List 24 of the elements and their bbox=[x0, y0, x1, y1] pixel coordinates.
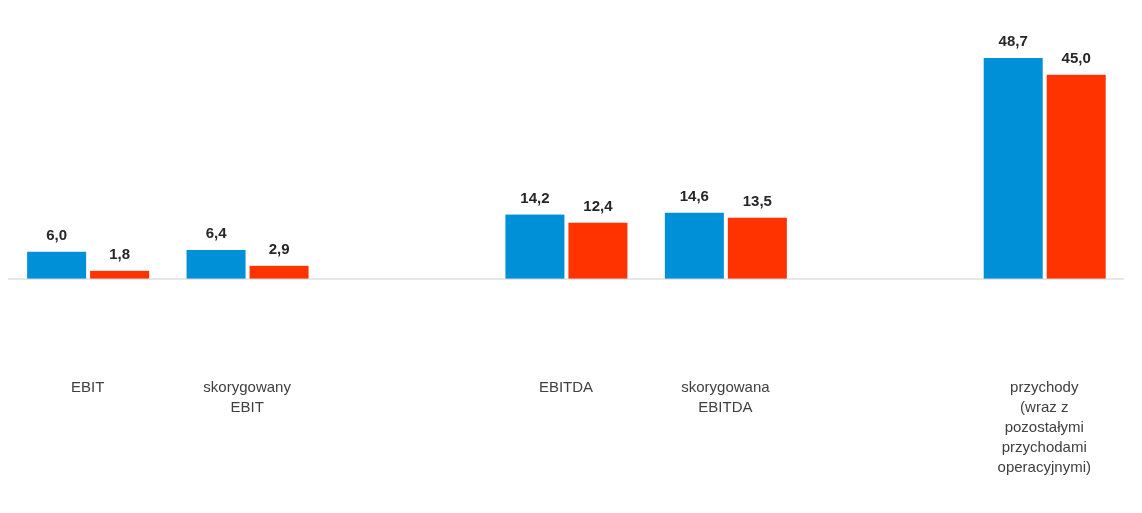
x-tick-label: przychody (wraz z pozostałymi przychodami operacyjnymi) bbox=[997, 378, 1091, 475]
data-label: 13,5 bbox=[742, 191, 772, 209]
bar bbox=[505, 214, 565, 279]
data-label: 2,9 bbox=[268, 239, 290, 257]
bar bbox=[727, 217, 787, 279]
data-label: 1,8 bbox=[109, 244, 131, 262]
x-tick-label: skorygowana EBITDA bbox=[681, 378, 771, 415]
data-label: 6,4 bbox=[205, 223, 228, 241]
data-label: 14,6 bbox=[679, 186, 709, 204]
data-label: 45,0 bbox=[1061, 48, 1091, 66]
x-tick-label: EBIT bbox=[71, 378, 105, 395]
bar bbox=[186, 249, 246, 279]
bar bbox=[568, 222, 628, 279]
bar bbox=[983, 58, 1043, 279]
bar bbox=[27, 251, 87, 279]
x-tick-label: EBITDA bbox=[538, 378, 594, 395]
x-tick-label: skorygowany EBIT bbox=[203, 378, 292, 415]
bar bbox=[664, 212, 724, 279]
data-label: 12,4 bbox=[583, 196, 614, 214]
bar bbox=[1046, 74, 1106, 279]
data-label: 48,7 bbox=[998, 32, 1028, 49]
data-label: 14,2 bbox=[520, 188, 550, 206]
data-label: 6,0 bbox=[46, 225, 68, 243]
bar bbox=[249, 265, 309, 279]
